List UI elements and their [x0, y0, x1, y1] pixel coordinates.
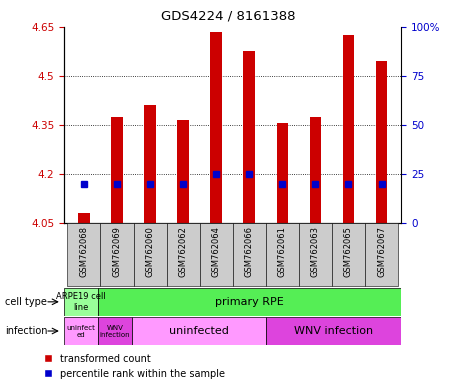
Text: GSM762065: GSM762065 — [344, 226, 353, 277]
Text: WNV
infection: WNV infection — [99, 324, 130, 338]
Bar — [299, 223, 332, 286]
Text: GSM762060: GSM762060 — [146, 226, 154, 277]
Bar — [133, 223, 167, 286]
Text: cell type: cell type — [5, 297, 47, 307]
Text: GSM762062: GSM762062 — [179, 226, 188, 277]
Text: GSM762069: GSM762069 — [113, 226, 122, 277]
Text: GSM762063: GSM762063 — [311, 226, 320, 277]
Bar — [244, 51, 255, 223]
Bar — [266, 317, 401, 345]
Bar — [266, 223, 299, 286]
Legend: transformed count, percentile rank within the sample: transformed count, percentile rank withi… — [43, 354, 225, 379]
Bar — [67, 223, 101, 286]
Bar — [177, 120, 189, 223]
Text: GSM762061: GSM762061 — [278, 226, 287, 277]
Bar — [342, 35, 354, 223]
Text: ARPE19 cell
line: ARPE19 cell line — [56, 292, 106, 311]
Bar — [376, 61, 387, 223]
Bar — [64, 317, 98, 345]
Bar — [332, 223, 365, 286]
Bar — [98, 317, 132, 345]
Bar — [233, 223, 266, 286]
Bar — [210, 32, 222, 223]
Text: GSM762064: GSM762064 — [212, 226, 221, 277]
Text: GSM762068: GSM762068 — [79, 226, 88, 277]
Bar — [78, 213, 90, 223]
Text: GSM762066: GSM762066 — [245, 226, 254, 277]
Text: uninfect
ed: uninfect ed — [66, 324, 95, 338]
Bar — [200, 223, 233, 286]
Bar — [167, 223, 200, 286]
Text: GSM762067: GSM762067 — [377, 226, 386, 277]
Bar — [132, 317, 266, 345]
Bar — [310, 117, 321, 223]
Bar — [365, 223, 398, 286]
Bar — [64, 288, 98, 316]
Bar — [111, 117, 123, 223]
Bar — [144, 105, 156, 223]
Text: WNV infection: WNV infection — [294, 326, 373, 336]
Bar — [101, 223, 133, 286]
Text: primary RPE: primary RPE — [215, 297, 284, 307]
Text: uninfected: uninfected — [169, 326, 229, 336]
Bar — [276, 123, 288, 223]
Text: GDS4224 / 8161388: GDS4224 / 8161388 — [161, 10, 295, 23]
Text: infection: infection — [5, 326, 47, 336]
